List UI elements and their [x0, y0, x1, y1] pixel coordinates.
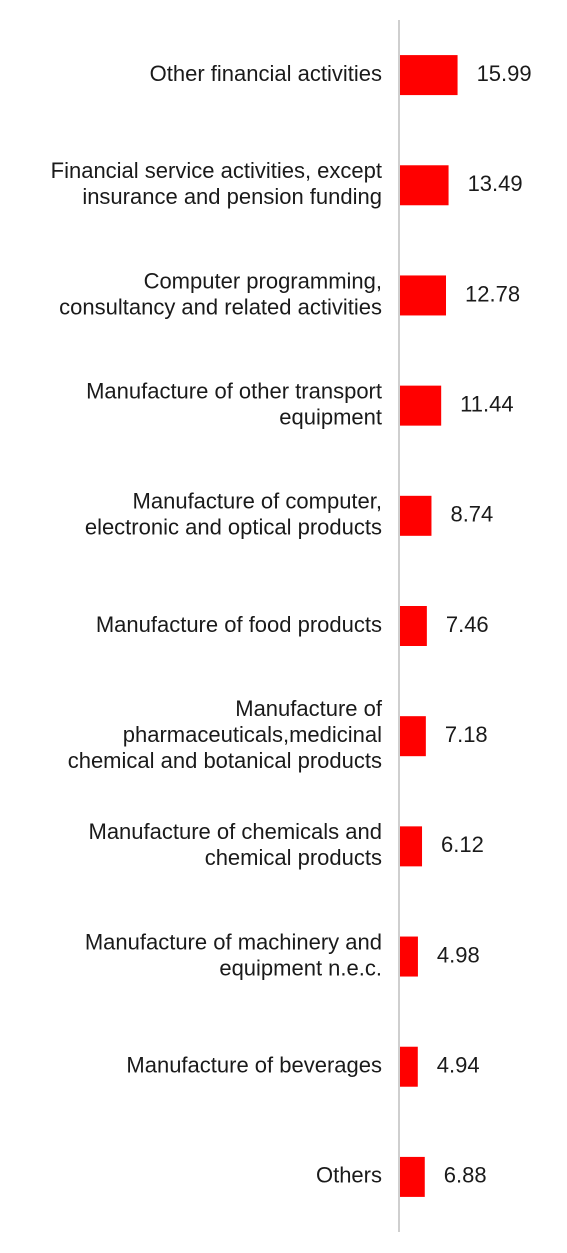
category-label-line: equipment n.e.c.	[219, 955, 382, 980]
value-label: 7.46	[446, 612, 489, 637]
category-label: Manufacture of computer, electronic and o…	[85, 489, 382, 540]
value-label: 8.74	[450, 502, 493, 527]
category-label-line: Financial service activities, except	[51, 158, 382, 183]
category-label: Manufacture of other transport equipment	[86, 378, 382, 429]
value-label: 7.18	[445, 722, 488, 747]
category-label: Others	[316, 1163, 382, 1188]
bar	[400, 1046, 418, 1087]
category-label-line: Computer programming,	[144, 268, 382, 293]
value-label: 15.99	[477, 61, 532, 86]
bar	[400, 1156, 425, 1197]
value-label: 6.88	[444, 1163, 487, 1188]
category-label: Other financial activities	[150, 61, 382, 86]
category-label-line: Manufacture of machinery and	[85, 929, 382, 954]
bar	[400, 275, 447, 316]
category-label-line: equipment	[279, 404, 382, 429]
bar	[400, 385, 442, 426]
category-label-line: Manufacture of computer,	[133, 489, 382, 514]
value-label: 4.98	[437, 942, 480, 967]
value-label: 4.94	[437, 1053, 480, 1078]
category-label-line: chemical and botanical products	[68, 748, 382, 773]
category-label-line: Manufacture of beverages	[126, 1053, 382, 1078]
category-label-line: Manufacture of other transport	[86, 378, 382, 403]
bar	[400, 495, 432, 536]
category-label-line: Other financial activities	[150, 61, 382, 86]
category-label-line: Others	[316, 1163, 382, 1188]
category-label-line: electronic and optical products	[85, 515, 382, 540]
category-label: Manufacture of pharmaceuticals,medicinal c…	[68, 696, 383, 773]
bar	[400, 55, 458, 96]
bar	[400, 606, 427, 646]
category-label: Financial service activities, except insu…	[51, 158, 382, 209]
category-label: Manufacture of chemicals and chemical pro…	[89, 819, 383, 870]
value-label: 6.12	[441, 832, 484, 857]
category-label-line: insurance and pension funding	[82, 184, 382, 209]
category-label-line: Manufacture of food products	[96, 612, 382, 637]
bar	[400, 936, 418, 977]
value-label: 12.78	[465, 281, 520, 306]
category-label: Manufacture of machinery and equipment n.…	[85, 929, 382, 980]
bar	[400, 826, 423, 867]
category-label-line: Manufacture of	[235, 696, 383, 721]
category-label-line: chemical products	[205, 845, 382, 870]
category-label: Manufacture of food products	[96, 612, 382, 637]
category-label-line: Manufacture of chemicals and	[89, 819, 383, 844]
category-label: Computer programming, consultancy and rel…	[59, 268, 382, 319]
category-label: Manufacture of beverages	[126, 1053, 382, 1078]
value-label: 13.49	[468, 171, 523, 196]
bar	[400, 716, 426, 757]
category-label-line: consultancy and related activities	[59, 294, 382, 319]
category-label-line: pharmaceuticals,medicinal	[123, 722, 382, 747]
bar	[400, 165, 449, 206]
value-label: 11.44	[460, 391, 513, 416]
